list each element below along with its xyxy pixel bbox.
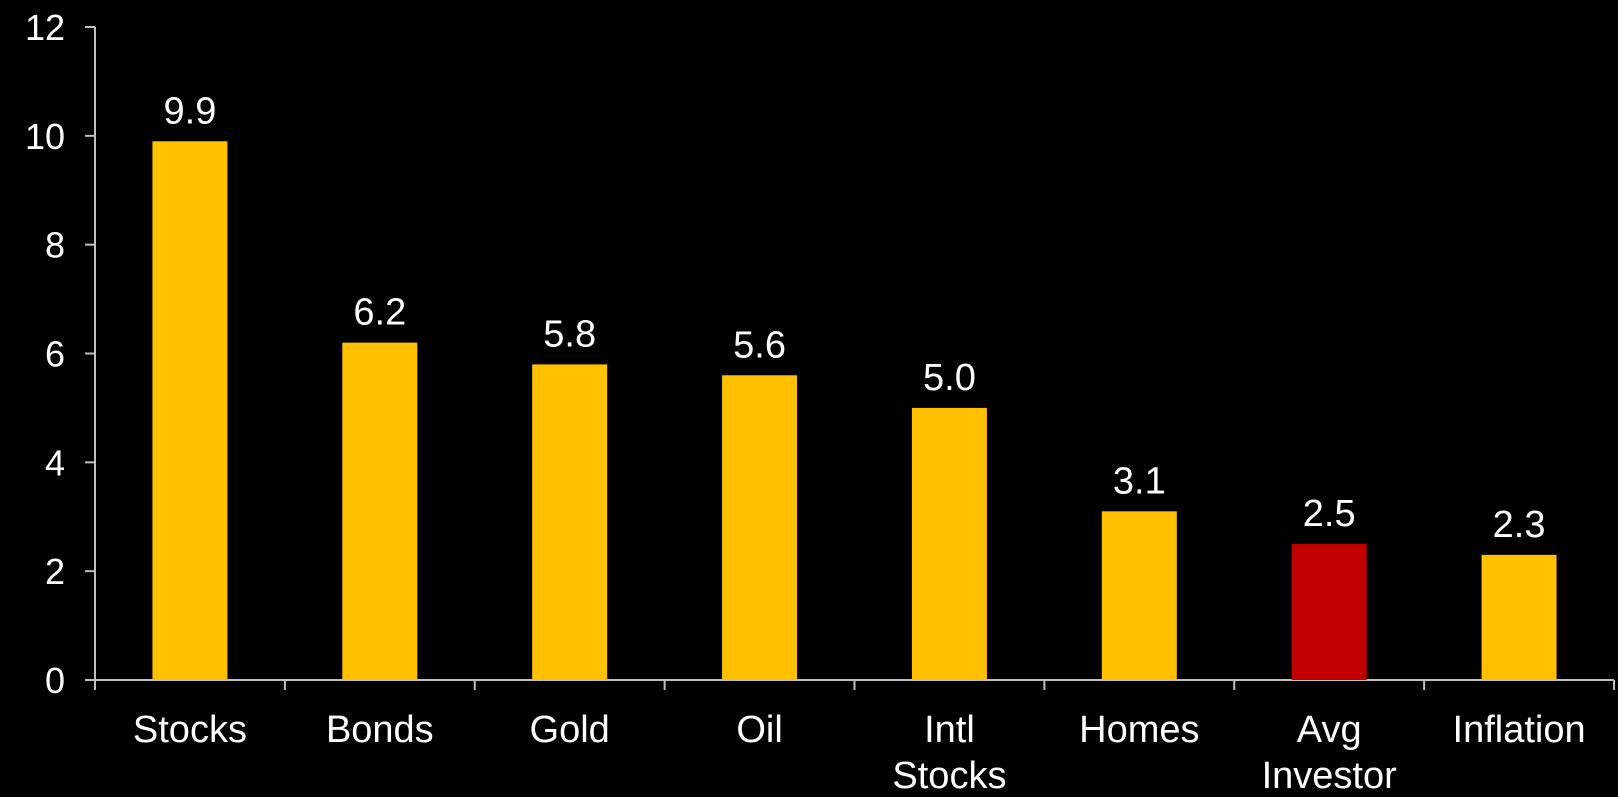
bar (1481, 554, 1557, 680)
bar (722, 375, 798, 680)
bars (152, 141, 1557, 680)
x-tick-label: Homes (1079, 709, 1199, 751)
data-label: 6.2 (353, 292, 406, 334)
x-tick-label: Inflation (1453, 709, 1586, 751)
data-label: 5.0 (923, 357, 976, 399)
bar (152, 141, 228, 680)
x-tick-label: Intl Stocks (892, 709, 1006, 797)
y-axis: 0 2 4 6 8 10 12 (25, 7, 96, 701)
bar (342, 342, 418, 680)
y-tick-label: 10 (25, 116, 65, 157)
data-label: 5.8 (543, 313, 596, 355)
y-tick-label: 0 (45, 660, 65, 701)
x-tick-label: Oil (736, 709, 782, 751)
y-tick-label: 12 (25, 7, 65, 48)
data-label: 5.6 (733, 324, 786, 366)
y-tick-label: 2 (45, 551, 65, 592)
y-tick-label: 4 (45, 442, 65, 483)
category-labels: Stocks Bonds Gold Oil Intl Stocks Homes Avg Inve… (133, 709, 1586, 797)
data-label: 9.9 (164, 90, 217, 132)
data-label: 2.3 (1493, 504, 1546, 546)
x-tick-label: Stocks (133, 709, 247, 751)
data-label: 3.1 (1113, 460, 1166, 502)
x-tick-label: Avg Investor (1262, 709, 1398, 797)
x-tick-label: Bonds (326, 709, 434, 751)
x-tick-label: Gold (530, 709, 610, 751)
bar (1101, 511, 1177, 680)
data-labels: 9.9 6.2 5.8 5.6 5.0 3.1 2.5 2.3 (164, 90, 1546, 546)
bar (1291, 543, 1367, 680)
bar (532, 364, 608, 680)
bar (911, 407, 987, 680)
y-tick-label: 8 (45, 225, 65, 266)
y-tick-label: 6 (45, 334, 65, 375)
x-axis (94, 679, 1615, 690)
data-label: 2.5 (1303, 493, 1356, 535)
